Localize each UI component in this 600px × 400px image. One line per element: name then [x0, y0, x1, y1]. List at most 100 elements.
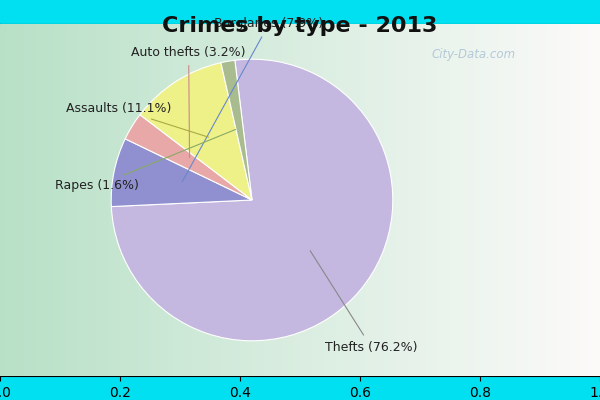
Bar: [318, 24, 324, 376]
Bar: [204, 24, 210, 376]
Bar: [450, 24, 456, 376]
Text: Thefts (76.2%): Thefts (76.2%): [310, 251, 418, 354]
Bar: [342, 24, 348, 376]
Bar: [66, 24, 72, 376]
Bar: [360, 24, 366, 376]
Bar: [12, 24, 18, 376]
Bar: [132, 24, 138, 376]
Text: Burglaries (7.9%): Burglaries (7.9%): [182, 18, 323, 182]
Bar: [414, 24, 420, 376]
Wedge shape: [111, 139, 252, 206]
Bar: [24, 24, 30, 376]
Bar: [258, 24, 264, 376]
Bar: [228, 24, 234, 376]
Bar: [510, 24, 516, 376]
Bar: [408, 24, 414, 376]
Text: Assaults (11.1%): Assaults (11.1%): [65, 102, 208, 137]
Bar: [354, 24, 360, 376]
Bar: [420, 24, 426, 376]
Bar: [528, 24, 534, 376]
Bar: [288, 24, 294, 376]
Bar: [222, 24, 228, 376]
Bar: [240, 24, 246, 376]
Bar: [570, 24, 576, 376]
Bar: [144, 24, 150, 376]
Bar: [198, 24, 204, 376]
Bar: [48, 24, 54, 376]
Bar: [36, 24, 42, 376]
Bar: [174, 24, 180, 376]
Bar: [546, 24, 552, 376]
Bar: [108, 24, 114, 376]
Bar: [486, 24, 492, 376]
Bar: [216, 24, 222, 376]
Text: Rapes (1.6%): Rapes (1.6%): [55, 130, 236, 192]
Bar: [396, 24, 402, 376]
Bar: [444, 24, 450, 376]
Bar: [186, 24, 192, 376]
Bar: [264, 24, 270, 376]
Bar: [402, 24, 408, 376]
Bar: [336, 24, 342, 376]
Bar: [156, 24, 162, 376]
Bar: [504, 24, 510, 376]
Bar: [480, 24, 486, 376]
Bar: [522, 24, 528, 376]
Bar: [366, 24, 372, 376]
Bar: [54, 24, 60, 376]
Bar: [300, 24, 306, 376]
Bar: [378, 24, 384, 376]
Bar: [90, 24, 96, 376]
Bar: [246, 24, 252, 376]
Bar: [438, 24, 444, 376]
Bar: [426, 24, 432, 376]
Bar: [498, 24, 504, 376]
Wedge shape: [140, 63, 252, 200]
Bar: [60, 24, 66, 376]
Bar: [72, 24, 78, 376]
Wedge shape: [112, 59, 393, 341]
Bar: [282, 24, 288, 376]
Bar: [372, 24, 378, 376]
Bar: [312, 24, 318, 376]
Bar: [564, 24, 570, 376]
Bar: [30, 24, 36, 376]
Bar: [558, 24, 564, 376]
Bar: [162, 24, 168, 376]
Bar: [390, 24, 396, 376]
Wedge shape: [221, 60, 252, 200]
Bar: [540, 24, 546, 376]
Text: Crimes by type - 2013: Crimes by type - 2013: [163, 16, 437, 36]
Bar: [432, 24, 438, 376]
Bar: [252, 24, 258, 376]
Text: City-Data.com: City-Data.com: [432, 48, 516, 61]
Bar: [0, 24, 6, 376]
Bar: [168, 24, 174, 376]
Bar: [42, 24, 48, 376]
Bar: [468, 24, 474, 376]
Bar: [462, 24, 468, 376]
Bar: [138, 24, 144, 376]
Bar: [210, 24, 216, 376]
Bar: [534, 24, 540, 376]
Bar: [348, 24, 354, 376]
Bar: [126, 24, 132, 376]
Bar: [234, 24, 240, 376]
Bar: [276, 24, 282, 376]
Wedge shape: [125, 115, 252, 200]
Bar: [120, 24, 126, 376]
Bar: [18, 24, 24, 376]
Bar: [306, 24, 312, 376]
Bar: [582, 24, 588, 376]
Bar: [576, 24, 582, 376]
Bar: [192, 24, 198, 376]
Bar: [84, 24, 90, 376]
Bar: [294, 24, 300, 376]
Text: Auto thefts (3.2%): Auto thefts (3.2%): [131, 46, 246, 158]
Bar: [150, 24, 156, 376]
Bar: [270, 24, 276, 376]
Bar: [456, 24, 462, 376]
Bar: [516, 24, 522, 376]
Bar: [492, 24, 498, 376]
Bar: [324, 24, 330, 376]
